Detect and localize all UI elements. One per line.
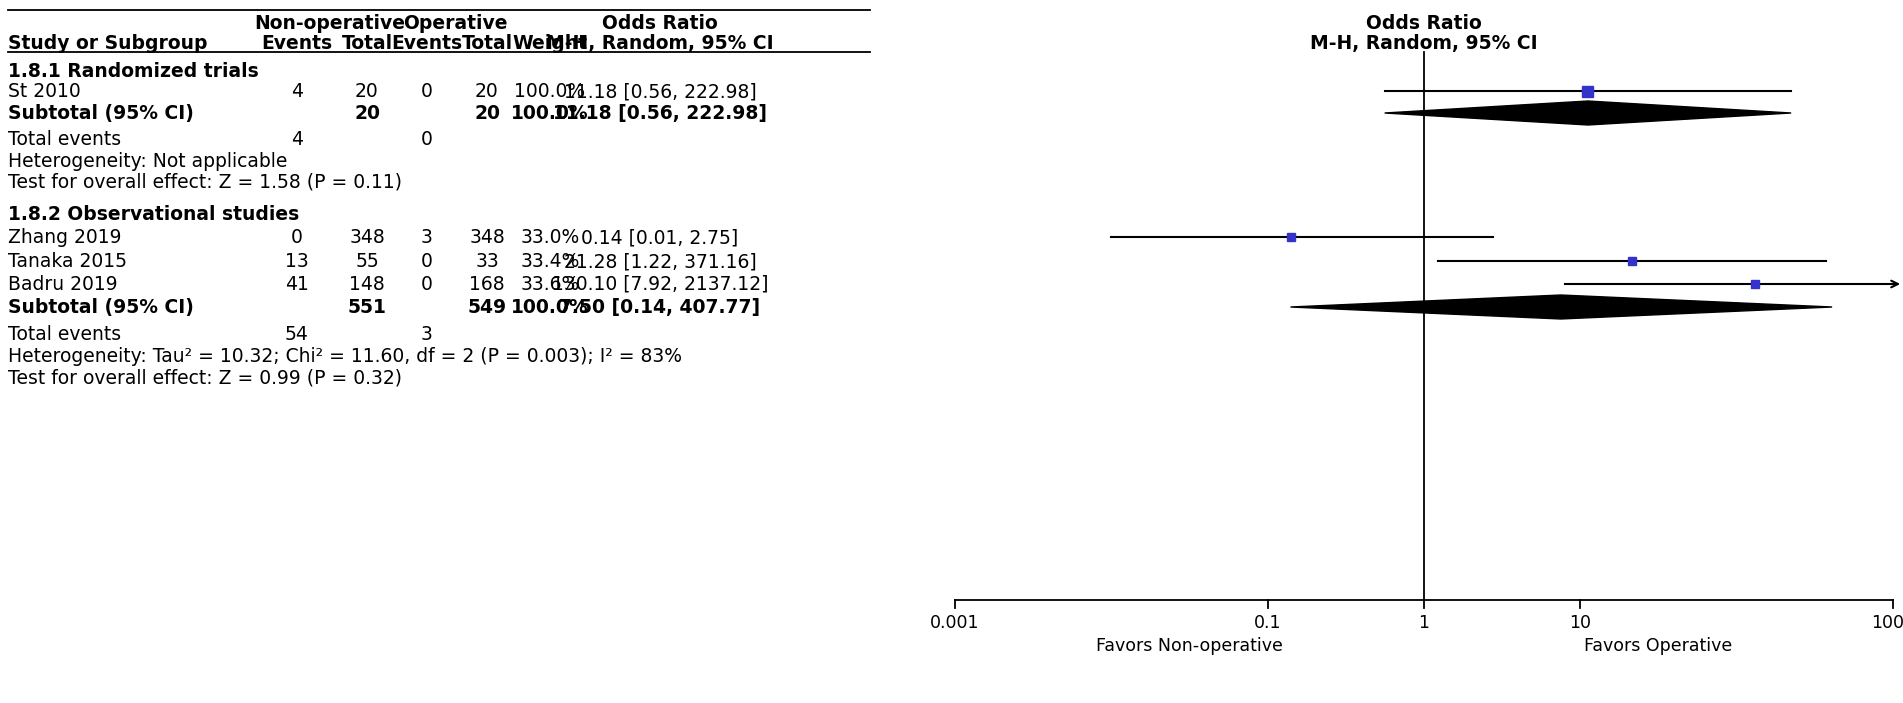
Text: 13: 13: [285, 252, 308, 271]
Text: 551: 551: [348, 298, 386, 317]
Text: 168: 168: [470, 275, 504, 294]
Text: 11.18 [0.56, 222.98]: 11.18 [0.56, 222.98]: [563, 82, 755, 101]
Text: Events: Events: [392, 34, 462, 53]
Text: 33.4%: 33.4%: [520, 252, 580, 271]
Text: 0.14 [0.01, 2.75]: 0.14 [0.01, 2.75]: [582, 228, 738, 247]
Text: 1.8.1 Randomized trials: 1.8.1 Randomized trials: [8, 62, 259, 81]
Text: 0.001: 0.001: [931, 614, 980, 632]
Text: 54: 54: [285, 325, 308, 344]
Text: 148: 148: [348, 275, 384, 294]
Text: Events: Events: [261, 34, 333, 53]
Text: Weight: Weight: [512, 34, 588, 53]
Text: 549: 549: [468, 298, 506, 317]
Text: Favors Operative: Favors Operative: [1585, 637, 1732, 655]
Text: 20: 20: [474, 104, 500, 123]
Text: 55: 55: [356, 252, 379, 271]
Text: 33.6%: 33.6%: [520, 275, 580, 294]
Text: Total: Total: [461, 34, 512, 53]
Bar: [1751, 280, 1758, 288]
Bar: [1583, 86, 1593, 96]
Text: Total: Total: [341, 34, 392, 53]
Text: Heterogeneity: Not applicable: Heterogeneity: Not applicable: [8, 152, 287, 171]
Text: 130.10 [7.92, 2137.12]: 130.10 [7.92, 2137.12]: [552, 275, 769, 294]
Text: Study or Subgroup: Study or Subgroup: [8, 34, 207, 53]
Polygon shape: [1290, 295, 1833, 319]
Text: Operative: Operative: [403, 14, 508, 33]
Text: 7.50 [0.14, 407.77]: 7.50 [0.14, 407.77]: [559, 298, 761, 317]
Text: 20: 20: [476, 82, 499, 101]
Text: 100.0%: 100.0%: [512, 104, 588, 123]
Text: 0: 0: [421, 252, 434, 271]
Text: 4: 4: [291, 130, 303, 149]
Text: 33.0%: 33.0%: [520, 228, 580, 247]
Text: 0: 0: [421, 82, 434, 101]
Text: 348: 348: [348, 228, 384, 247]
Text: 1.8.2 Observational studies: 1.8.2 Observational studies: [8, 205, 299, 224]
Text: 20: 20: [354, 104, 381, 123]
Text: Odds Ratio: Odds Ratio: [1366, 14, 1482, 33]
Text: 10: 10: [1570, 614, 1591, 632]
Text: 0.1: 0.1: [1254, 614, 1281, 632]
Text: Favors Non-operative: Favors Non-operative: [1096, 637, 1283, 655]
Text: M-H, Random, 95% CI: M-H, Random, 95% CI: [546, 34, 775, 53]
Text: Zhang 2019: Zhang 2019: [8, 228, 122, 247]
Text: 20: 20: [356, 82, 379, 101]
Text: Test for overall effect: Z = 0.99 (P = 0.32): Test for overall effect: Z = 0.99 (P = 0…: [8, 368, 402, 387]
Text: Test for overall effect: Z = 1.58 (P = 0.11): Test for overall effect: Z = 1.58 (P = 0…: [8, 172, 402, 191]
Text: 0: 0: [421, 130, 434, 149]
Text: Total events: Total events: [8, 130, 122, 149]
Text: Subtotal (95% CI): Subtotal (95% CI): [8, 104, 194, 123]
Text: 1000: 1000: [1871, 614, 1903, 632]
Text: Heterogeneity: Tau² = 10.32; Chi² = 11.60, df = 2 (P = 0.003); I² = 83%: Heterogeneity: Tau² = 10.32; Chi² = 11.6…: [8, 347, 681, 366]
Text: 1: 1: [1418, 614, 1429, 632]
Text: St 2010: St 2010: [8, 82, 80, 101]
Text: Total events: Total events: [8, 325, 122, 344]
Text: 100.0%: 100.0%: [512, 298, 588, 317]
Bar: [1627, 257, 1635, 265]
Text: Subtotal (95% CI): Subtotal (95% CI): [8, 298, 194, 317]
Text: Tanaka 2015: Tanaka 2015: [8, 252, 128, 271]
Text: 100.0%: 100.0%: [514, 82, 586, 101]
Text: M-H, Random, 95% CI: M-H, Random, 95% CI: [1309, 34, 1538, 53]
Text: 3: 3: [421, 325, 434, 344]
Text: 3: 3: [421, 228, 434, 247]
Text: 21.28 [1.22, 371.16]: 21.28 [1.22, 371.16]: [563, 252, 755, 271]
Bar: [1286, 233, 1294, 241]
Text: 4: 4: [291, 82, 303, 101]
Text: 41: 41: [285, 275, 308, 294]
Text: 348: 348: [470, 228, 504, 247]
Text: 33: 33: [476, 252, 499, 271]
Text: 11.18 [0.56, 222.98]: 11.18 [0.56, 222.98]: [554, 104, 767, 123]
Text: Odds Ratio: Odds Ratio: [601, 14, 717, 33]
Text: Badru 2019: Badru 2019: [8, 275, 118, 294]
Text: 0: 0: [421, 275, 434, 294]
Text: 0: 0: [291, 228, 303, 247]
Text: Non-operative: Non-operative: [255, 14, 405, 33]
Polygon shape: [1385, 101, 1791, 125]
